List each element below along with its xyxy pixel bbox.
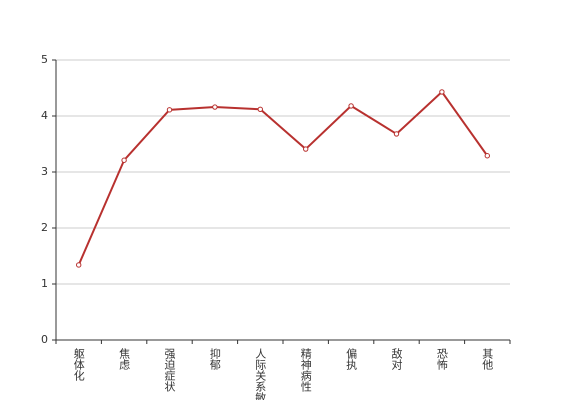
point <box>348 103 354 109</box>
point <box>166 107 173 113</box>
point <box>439 89 445 95</box>
y-tick-label: 0 <box>41 333 48 346</box>
x-tick-label: 焦虑 <box>118 348 131 370</box>
x-tick-label: 偏执 <box>345 347 358 371</box>
x-tick-label: 其他 <box>481 348 494 370</box>
y-tick-label: 4 <box>41 109 48 122</box>
point <box>484 153 490 159</box>
x-tick-label: 强迫症状 <box>163 348 176 392</box>
x-tick-label: 精神病性 <box>299 348 312 393</box>
x-tick-label: 躯体化 <box>72 348 85 382</box>
point <box>303 146 309 152</box>
point <box>257 106 263 112</box>
x-tick-label: 人际关系敏感 <box>254 348 267 400</box>
x-tick-label: 敌对 <box>390 347 403 370</box>
y-tick-label: 2 <box>41 221 48 234</box>
y-tick-label: 5 <box>41 53 48 66</box>
point <box>212 104 218 110</box>
point <box>393 131 400 137</box>
y-tick-label: 1 <box>41 277 48 290</box>
line <box>77 90 489 266</box>
x-tick-label: 恐怖 <box>435 348 448 370</box>
point <box>76 262 82 268</box>
y-tick-label: 3 <box>41 165 48 178</box>
point <box>121 157 127 163</box>
x-tick-label: 抑郁 <box>208 347 221 370</box>
